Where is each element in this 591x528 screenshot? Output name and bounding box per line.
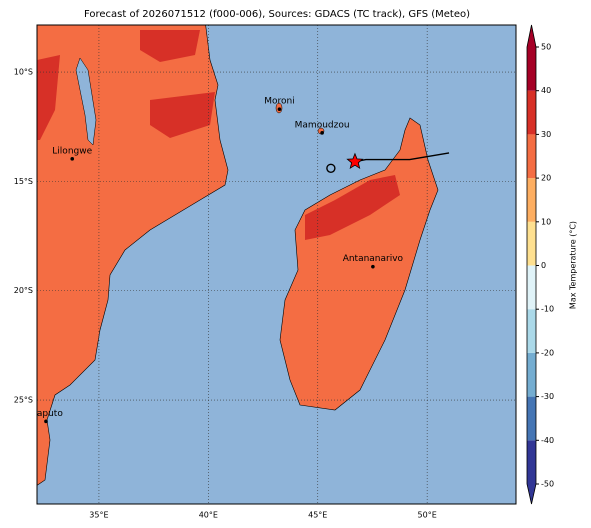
graticule xyxy=(37,25,516,504)
previous-position xyxy=(326,163,336,173)
colorbar-tick-label: -50 xyxy=(541,480,554,489)
city-label: Moroni xyxy=(264,97,295,107)
colorbar-tick-label: -40 xyxy=(541,436,554,445)
land-warm-patch xyxy=(140,30,200,62)
colorbar-tick-label: -30 xyxy=(541,392,554,401)
africa-land xyxy=(37,25,229,486)
colorbar-tick-label: -20 xyxy=(541,348,554,357)
colorbar-extend-max xyxy=(527,25,536,47)
map-title: Forecast of 2026071512 (f000-006), Sourc… xyxy=(84,9,470,20)
city-marker xyxy=(44,419,48,424)
axis-ticks: 35°E 40°E 45°E 50°E 10°S 15°S 20°S 25°S xyxy=(14,68,437,520)
colorbar-band xyxy=(527,440,536,484)
land-warm-patch xyxy=(150,92,215,138)
y-tick-label: 25°S xyxy=(14,396,33,405)
x-tick-label: 35°E xyxy=(89,511,108,520)
land-warm-patch xyxy=(37,55,60,140)
city-marker xyxy=(320,131,324,135)
x-tick-label: 40°E xyxy=(199,511,218,520)
colorbar-tick-label: 30 xyxy=(541,130,551,139)
city-marker xyxy=(277,107,282,112)
colorbar-tick-label: 50 xyxy=(541,43,551,52)
map-frame xyxy=(36,24,517,505)
city-label: Mamoudzou xyxy=(295,120,350,130)
colorbar-band xyxy=(527,47,536,91)
colorbar-band xyxy=(527,309,536,353)
colorbar-band xyxy=(527,265,536,310)
colorbar-tick-label: 0 xyxy=(541,261,546,270)
colorbar: -50 -40 -30 -20 -10 0 10 20 30 40 50 Max Temperatur… xyxy=(526,24,578,505)
y-tick-label: 10°S xyxy=(14,68,33,77)
x-tick-label: 50°E xyxy=(418,511,437,520)
city-marker xyxy=(70,157,75,161)
overlay: Moroni Mamoudzou Lilongwe Antananarivo Maput… xyxy=(29,97,450,424)
colorbar-band xyxy=(527,178,536,222)
colorbar-tick-label: 20 xyxy=(541,174,551,183)
city-label: Maputo xyxy=(29,409,63,419)
map-area: Moroni Mamoudzou Lilongwe Antananarivo Maput… xyxy=(29,25,516,504)
colorbar-band xyxy=(527,90,536,135)
colorbar-tick-label: 10 xyxy=(541,217,551,226)
colorbar-band xyxy=(527,134,536,179)
colorbar-extend-min xyxy=(527,484,536,504)
colorbar-label: Max Temperature (°C) xyxy=(569,221,578,309)
x-tick-label: 45°E xyxy=(308,511,327,520)
land-warm-patch xyxy=(305,175,400,240)
colorbar-band xyxy=(527,221,536,266)
current-position xyxy=(346,152,364,170)
colorbar-tick-label: 40 xyxy=(541,86,551,95)
y-tick-label: 20°S xyxy=(14,286,33,295)
city-label: Lilongwe xyxy=(52,146,92,156)
colorbar-tick-label: -10 xyxy=(541,305,554,314)
lake-malawi xyxy=(75,57,97,146)
colorbar-band xyxy=(527,396,536,441)
city-label: Antananarivo xyxy=(343,254,404,264)
city-marker xyxy=(371,264,375,269)
y-tick-label: 15°S xyxy=(14,177,33,186)
colorbar-band xyxy=(527,352,536,397)
